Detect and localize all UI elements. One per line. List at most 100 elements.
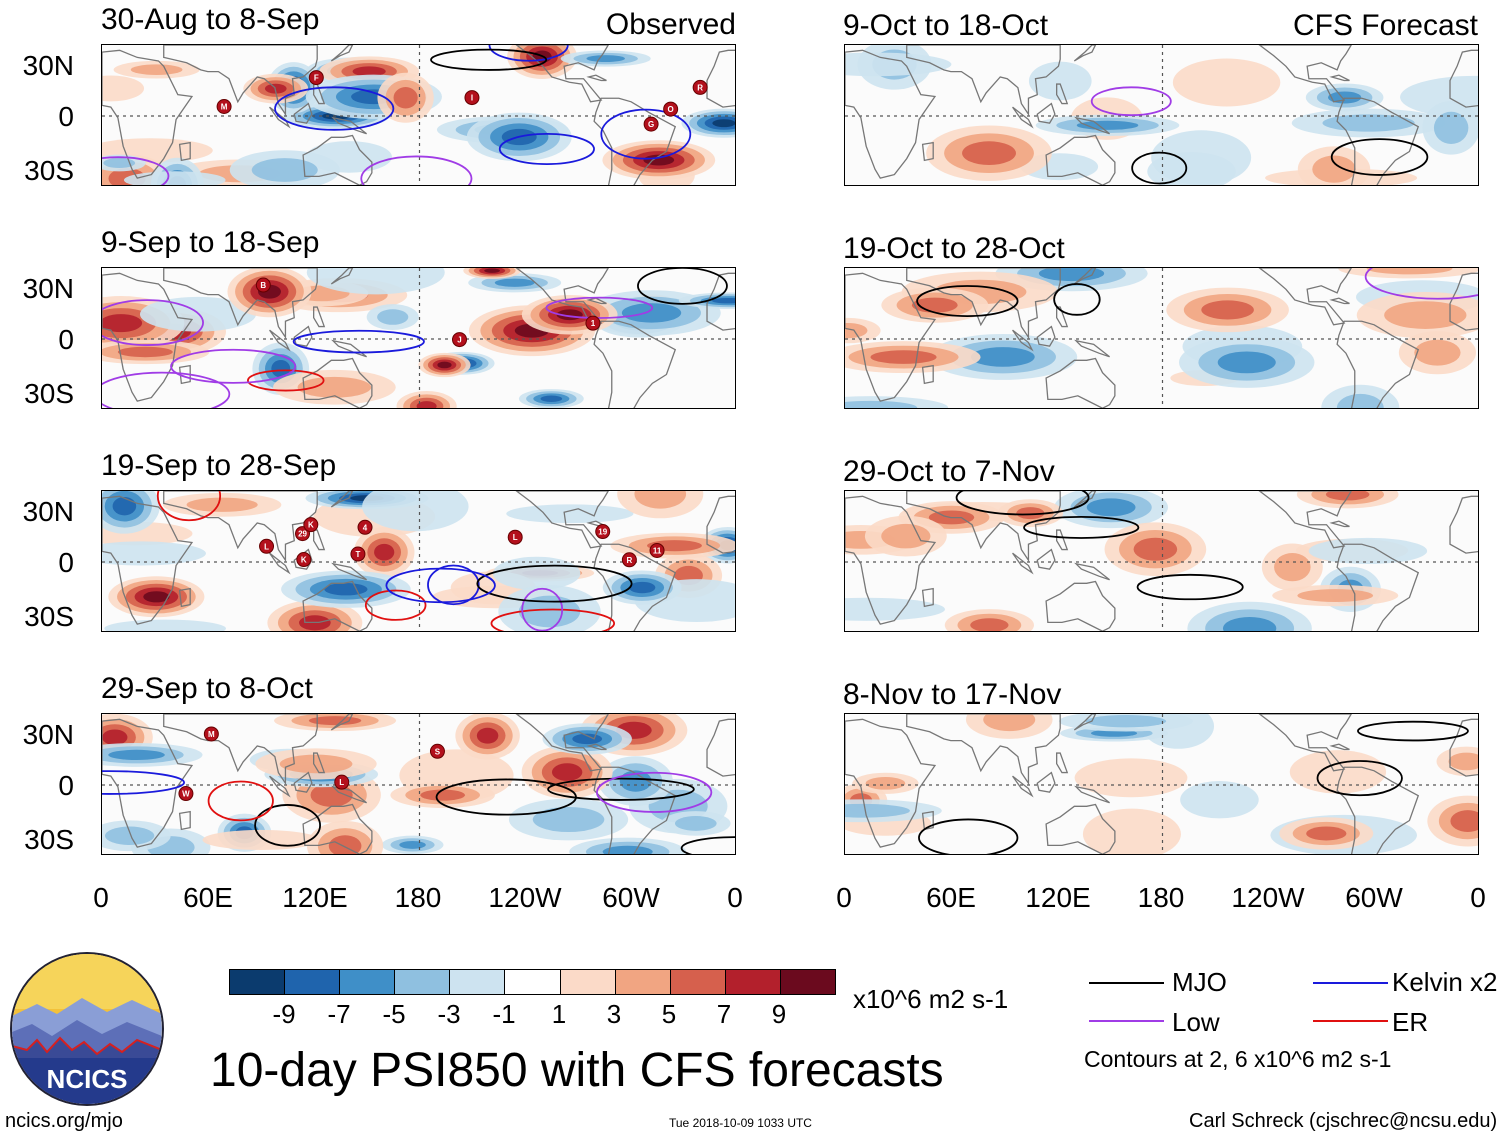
coastline [586,297,607,305]
anomaly-shading [1322,114,1415,132]
coastline [1012,329,1034,352]
coastline [102,49,194,179]
lat-label-30s: 30S [24,155,74,186]
coastline [313,529,326,551]
anomaly-shading [970,347,1035,367]
lon-label-60e: 60E [183,882,233,913]
colorbar-swatch [395,970,451,994]
coastline [269,106,291,129]
anomaly-shading [112,496,137,516]
anomaly-shading [186,497,258,512]
storm-marker[interactable]: S [429,743,445,759]
anomaly-shading [1172,58,1281,107]
anomaly-shading [416,401,437,408]
contour-line [360,155,473,185]
storm-marker-label: M [208,730,215,739]
storm-marker[interactable]: 11 [649,542,665,558]
anomaly-shading [962,141,1016,166]
storm-marker[interactable]: F [308,70,324,86]
coastline [1012,106,1034,129]
panel-title-fcst-2: 19-Oct to 28-Oct [843,232,1065,265]
footer-url[interactable]: ncics.org/mjo [5,1110,123,1132]
contour-line [521,587,564,631]
storm-marker[interactable]: M [203,726,219,742]
lat-label-30s: 30S [24,824,74,855]
coastline [1329,743,1350,751]
colorbar-swatch [725,970,781,994]
storm-marker[interactable]: K [303,517,319,533]
anomaly-shading [251,158,318,182]
anomaly-shading [102,75,145,102]
coastline [1329,297,1350,305]
lat-label-eq: 0 [58,547,74,578]
storm-marker-label: T [355,550,360,559]
legend-line-er [1313,1020,1388,1022]
anomaly-shading [1274,552,1311,582]
anomaly-shading [551,763,583,781]
coastline [1073,491,1097,508]
colorbar-units: x10^6 m2 s-1 [853,984,1009,1014]
lat-label-eq: 0 [58,101,74,132]
coastline [1045,357,1116,408]
storm-marker[interactable]: L [259,538,275,554]
storm-marker[interactable]: K [296,552,312,568]
coastline [1449,49,1478,108]
ncics-logo[interactable]: NCICS [10,952,164,1106]
contour-line [1131,151,1188,185]
coastline [706,718,735,777]
coastline [178,141,191,162]
storm-marker[interactable]: R [621,552,637,568]
storm-marker-label: W [182,790,190,799]
map-panel-fcst-3 [844,490,1479,632]
coastline [102,495,194,625]
lon-label-120w: 120W [488,882,562,913]
anomaly-shading [1448,752,1478,771]
coastline [1449,272,1478,331]
contour-line [156,491,222,522]
anomaly-shading [518,595,581,628]
storm-marker[interactable]: T [350,546,366,562]
storm-marker[interactable]: W [178,786,194,802]
coastline [293,771,313,793]
storm-marker[interactable]: 1 [585,315,601,331]
anomaly-shading [1312,155,1356,183]
anomaly-shading [1327,91,1362,104]
contour-line [1330,138,1429,176]
anomaly-shading [881,523,931,549]
storm-marker[interactable]: L [507,529,523,545]
contour-line [247,369,325,392]
anomaly-shading [1217,351,1276,374]
storm-marker[interactable]: 19 [595,524,611,540]
anomaly-shading [506,504,634,524]
storm-marker[interactable]: B [255,277,271,293]
anomaly-shading [845,597,945,621]
coastline [163,45,318,117]
lon-label-0: 0 [93,882,109,913]
map-panel-obs-3: 29 19 L T K R 11 K 4 L [101,490,736,632]
anomaly-shading [494,278,535,287]
storm-marker[interactable]: J [452,332,468,348]
anomaly-shading [130,64,183,75]
storm-marker[interactable]: M [216,98,232,114]
coastline [178,364,191,385]
panel-title-fcst-3: 29-Oct to 7-Nov [843,455,1055,488]
coastline [706,272,735,331]
panel-title-obs-3: 19-Sep to 28-Sep [101,449,337,482]
anomaly-shading [845,322,868,339]
anomaly-shading [540,395,563,402]
contour-line [1053,283,1101,316]
storm-marker[interactable]: O [663,101,679,117]
contour-line [545,296,654,319]
coastline [331,116,367,135]
storm-marker[interactable]: R [692,79,708,95]
storm-marker[interactable]: L [334,774,350,790]
storm-marker-label: L [513,533,518,542]
storm-marker-label: I [471,94,473,103]
coastline [906,714,1061,786]
storm-marker[interactable]: I [464,90,480,106]
storm-marker[interactable]: G [643,116,659,132]
legend-label-kelvin: Kelvin x2 [1392,967,1498,997]
anomaly-shading [621,303,682,323]
storm-marker-label: L [264,542,269,551]
storm-marker[interactable]: 4 [357,519,373,535]
